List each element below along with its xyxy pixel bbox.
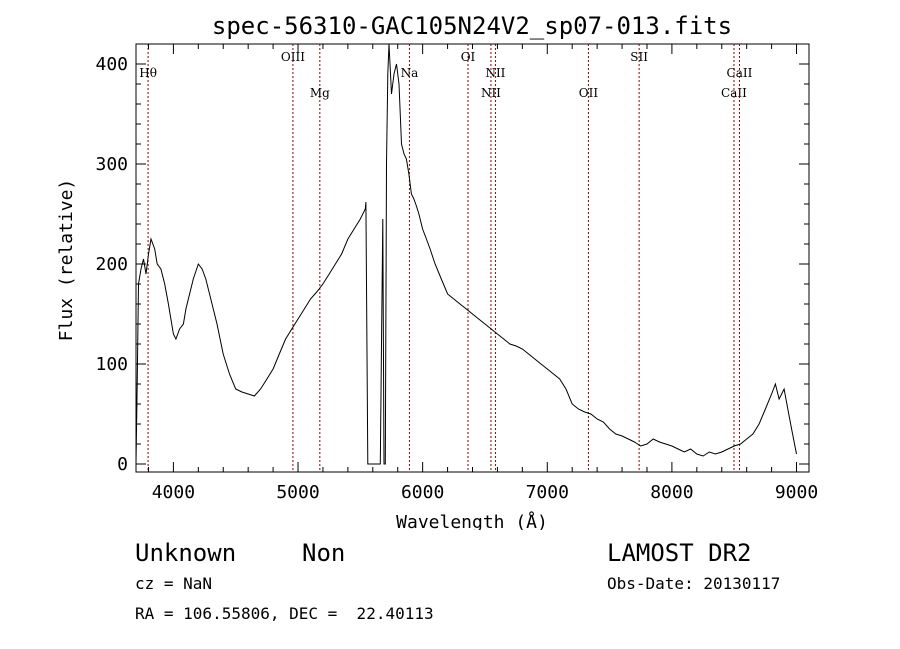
y-tick-label: 200	[95, 254, 128, 275]
line-marker-label: SII	[630, 50, 648, 64]
y-tick-label: 400	[95, 54, 128, 75]
object-class: Unknown	[135, 539, 237, 567]
line-marker-label: Mg	[310, 86, 330, 100]
axis-ticks: 4000 5000 6000 7000 8000 9000 0 100 200 300 400	[95, 43, 818, 503]
x-tick-label: 8000	[650, 482, 693, 503]
x-tick-label: 4000	[152, 482, 195, 503]
x-tick-label: 5000	[276, 482, 319, 503]
line-marker-label: NII	[481, 86, 501, 100]
x-axis-label: Wavelength (Å)	[396, 511, 548, 530]
emission-line-markers: Hθ OIII Mg Na OI NII NII OII SII CaII CaII	[139, 44, 753, 472]
y-axis-label: Flux (relative)	[56, 179, 77, 342]
object-subclass: Non	[302, 539, 346, 567]
observation-date: Obs-Date: 20130117	[607, 574, 781, 593]
x-tick-label: 9000	[775, 482, 818, 503]
y-tick-label: 100	[95, 354, 128, 375]
line-marker-label: OII	[579, 86, 599, 100]
y-tick-label: 300	[95, 154, 128, 175]
spectrum-line	[135, 43, 797, 465]
redshift-cz: cz = NaN	[135, 574, 213, 593]
y-tick-label: 0	[117, 454, 128, 475]
plot-frame	[135, 43, 810, 473]
line-marker-label: OI	[461, 50, 476, 64]
x-tick-label: 6000	[401, 482, 444, 503]
line-marker-label: CaII	[727, 66, 753, 80]
line-marker-label: Hθ	[139, 66, 157, 80]
line-marker-label: Na	[401, 66, 419, 80]
survey-name: LAMOST DR2	[607, 539, 752, 567]
line-marker-label: NII	[485, 66, 505, 80]
chart-title: spec-56310-GAC105N24V2_sp07-013.fits	[212, 12, 732, 40]
spectrum-chart: spec-56310-GAC105N24V2_sp07-013.fits Hθ O…	[56, 12, 818, 533]
line-marker-label: CaII	[721, 86, 747, 100]
line-marker-label: OIII	[281, 50, 305, 64]
coordinates: RA = 106.55806, DEC = 22.40113	[135, 604, 434, 623]
x-tick-label: 7000	[526, 482, 569, 503]
